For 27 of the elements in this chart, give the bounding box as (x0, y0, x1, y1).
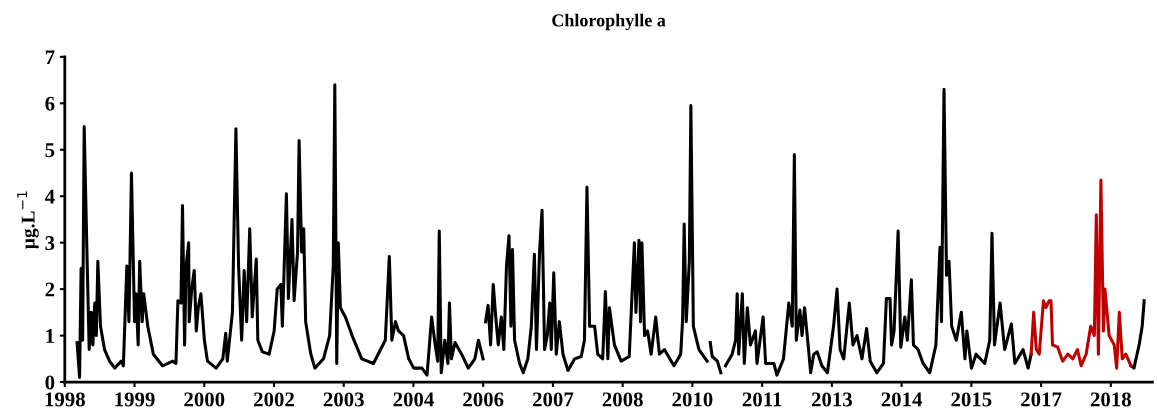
line-series (1029, 178, 1133, 370)
chart-title: Chlorophylle a (552, 13, 666, 31)
y-tick-label: 4 (44, 189, 55, 204)
x-tick-label: 2017 (1021, 392, 1062, 407)
y-tick-label: 3 (45, 236, 55, 251)
y-axis-title: µg.L$^{−1}$ (17, 191, 39, 249)
x-tick-label: 2013 (811, 392, 852, 407)
x-tick-label: 1999 (115, 392, 155, 407)
y-tick-label: 6 (45, 96, 55, 111)
x-tick-label: 2014 (881, 392, 923, 407)
x-tick-label: 2008 (602, 392, 643, 407)
x-tick-label: 2011 (742, 392, 782, 407)
x-tick-label: 2002 (254, 392, 294, 407)
y-tick-label: 5 (45, 143, 55, 158)
x-tick-label: 2000 (184, 392, 225, 407)
x-tick-label: 1998 (45, 392, 85, 407)
x-tick-label: 2007 (532, 392, 574, 407)
x-tick-label: 2010 (672, 392, 713, 407)
x-tick-label: 2015 (951, 392, 992, 407)
y-tick-label: 0 (45, 375, 55, 390)
y-tick-label: 1 (46, 329, 54, 343)
x-tick-label: 2006 (463, 392, 504, 407)
x-tick-label: 2004 (393, 392, 434, 407)
y-tick-label: 2 (45, 282, 55, 297)
x-tick-label: 2018 (1090, 392, 1131, 407)
x-tick-label: 2003 (323, 392, 364, 407)
y-tick-label: 7 (45, 50, 55, 65)
